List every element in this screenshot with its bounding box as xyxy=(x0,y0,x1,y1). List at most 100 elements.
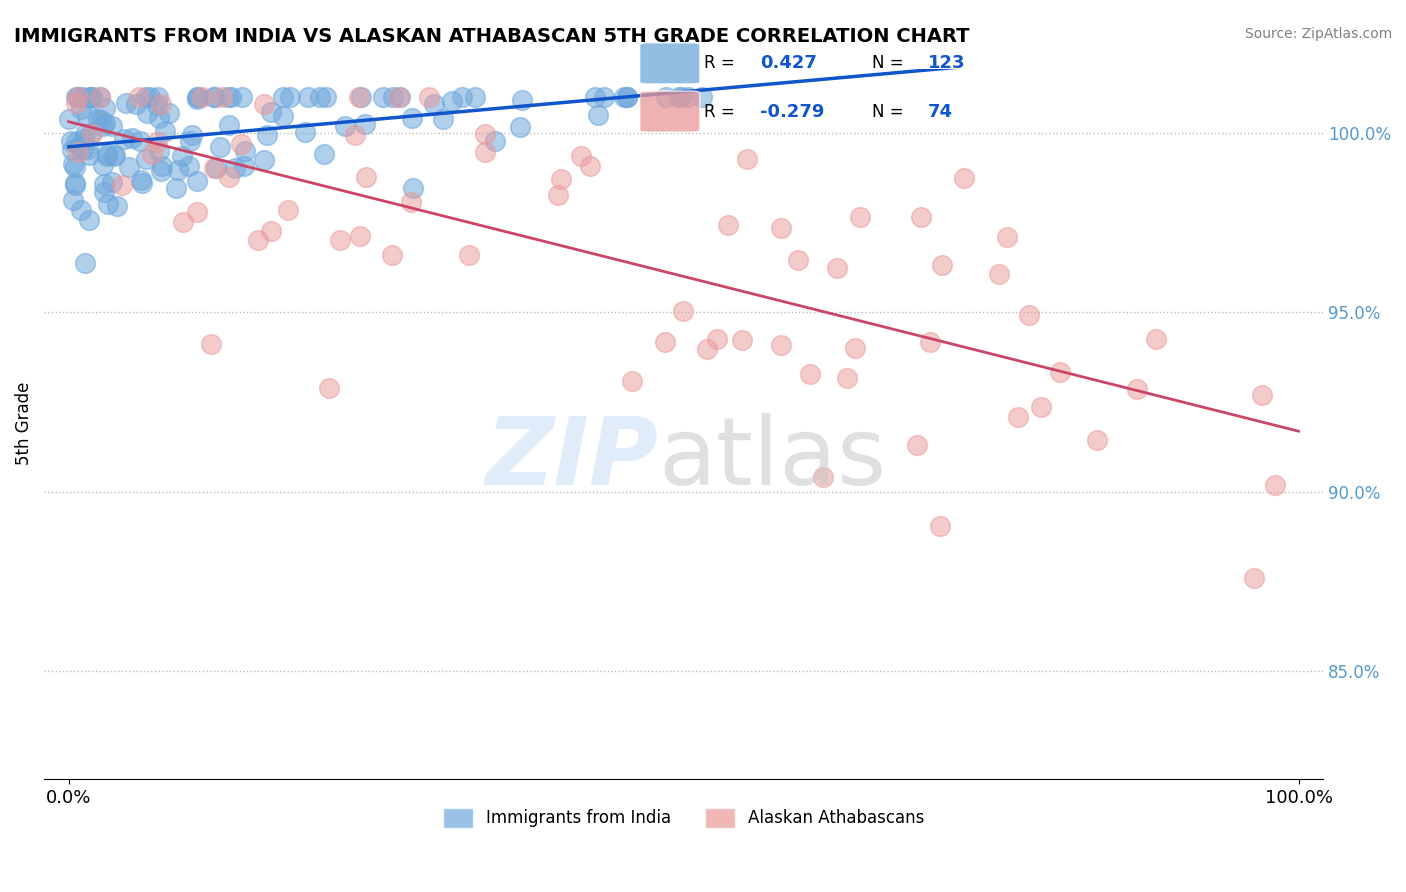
Point xyxy=(79,90,101,104)
Point xyxy=(343,128,366,142)
Point xyxy=(593,90,616,104)
Point xyxy=(90,112,112,127)
Point xyxy=(72,132,94,146)
Point xyxy=(191,90,214,104)
Point xyxy=(135,106,157,120)
Point xyxy=(905,438,928,452)
Point xyxy=(844,341,866,355)
Point xyxy=(1126,382,1149,396)
Point xyxy=(849,210,872,224)
Point xyxy=(121,131,143,145)
Text: ZIP: ZIP xyxy=(485,413,658,505)
Point xyxy=(277,202,299,217)
Point xyxy=(260,224,283,238)
Point xyxy=(204,161,226,175)
Point xyxy=(65,178,87,192)
Point xyxy=(218,169,240,184)
Point xyxy=(440,94,463,108)
Point xyxy=(219,90,242,104)
Point xyxy=(146,98,169,112)
Point xyxy=(63,160,86,174)
FancyBboxPatch shape xyxy=(640,43,700,84)
Point xyxy=(616,90,638,104)
Point xyxy=(550,171,572,186)
Point xyxy=(260,104,283,119)
Point xyxy=(135,90,157,104)
Point xyxy=(103,148,125,162)
Point xyxy=(583,90,606,104)
Point xyxy=(153,124,176,138)
Point xyxy=(125,96,148,111)
Point xyxy=(1049,366,1071,380)
Point xyxy=(150,96,173,111)
Point xyxy=(579,160,602,174)
Point xyxy=(117,160,139,174)
Point xyxy=(315,90,337,104)
Y-axis label: 5th Grade: 5th Grade xyxy=(15,382,32,466)
Point xyxy=(329,233,352,247)
Point xyxy=(104,148,127,162)
Point xyxy=(96,147,118,161)
Point xyxy=(1007,409,1029,424)
Point xyxy=(547,187,569,202)
Point xyxy=(569,148,592,162)
Point xyxy=(77,142,100,156)
Point xyxy=(63,177,86,191)
Point xyxy=(131,176,153,190)
Point xyxy=(186,90,208,104)
Point xyxy=(613,90,636,104)
Point xyxy=(586,108,609,122)
Point xyxy=(172,149,194,163)
Point xyxy=(690,90,713,104)
Point xyxy=(208,140,231,154)
Point xyxy=(988,267,1011,281)
Point xyxy=(91,158,114,172)
Point xyxy=(93,185,115,199)
Point xyxy=(202,161,225,175)
Text: Source: ZipAtlas.com: Source: ZipAtlas.com xyxy=(1244,27,1392,41)
Point xyxy=(389,90,412,104)
Point xyxy=(1018,308,1040,322)
Point xyxy=(200,336,222,351)
Point xyxy=(146,136,169,150)
Point xyxy=(450,90,472,104)
Point xyxy=(253,97,276,112)
Text: 0.427: 0.427 xyxy=(759,54,817,72)
Text: R =: R = xyxy=(704,54,734,72)
Point xyxy=(172,215,194,229)
Point xyxy=(211,90,233,104)
Point xyxy=(696,342,718,356)
Point xyxy=(233,145,256,159)
Point xyxy=(69,102,91,116)
Point xyxy=(101,120,124,134)
Point xyxy=(217,90,239,104)
Point xyxy=(148,90,170,104)
Text: 123: 123 xyxy=(928,54,966,72)
Point xyxy=(318,381,340,395)
Point xyxy=(308,90,330,104)
Point xyxy=(77,148,100,162)
Point xyxy=(65,136,87,150)
Point xyxy=(80,128,103,142)
Point xyxy=(187,90,209,104)
Point xyxy=(79,90,101,104)
Point xyxy=(835,371,858,385)
Point xyxy=(1250,388,1272,402)
Point xyxy=(678,90,700,104)
Point xyxy=(799,368,821,382)
Point xyxy=(1085,434,1108,448)
Point xyxy=(787,253,810,268)
Point xyxy=(233,159,256,173)
Point xyxy=(105,199,128,213)
Point xyxy=(66,90,89,104)
Point xyxy=(1264,478,1286,492)
Point xyxy=(654,335,676,350)
Text: IMMIGRANTS FROM INDIA VS ALASKAN ATHABASCAN 5TH GRADE CORRELATION CHART: IMMIGRANTS FROM INDIA VS ALASKAN ATHABAS… xyxy=(14,27,970,45)
Point xyxy=(150,159,173,173)
Point xyxy=(382,90,405,104)
Point xyxy=(273,109,295,123)
Point xyxy=(129,173,152,187)
Point xyxy=(111,178,134,192)
Point xyxy=(82,90,104,104)
Point xyxy=(297,90,319,104)
